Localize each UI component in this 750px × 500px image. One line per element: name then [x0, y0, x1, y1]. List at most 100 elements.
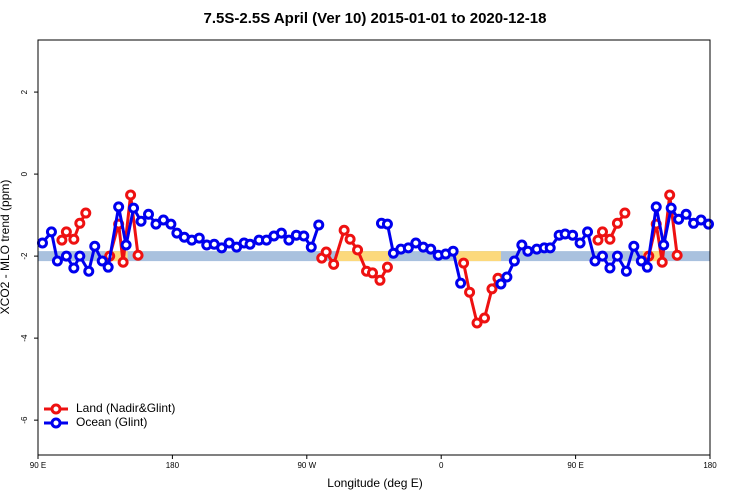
data-point [567, 229, 579, 241]
data-point [619, 207, 631, 219]
x-tick-label: 90 E [30, 461, 46, 470]
data-point [381, 261, 393, 273]
data-point [596, 226, 608, 238]
data-point [96, 255, 108, 267]
legend-label: Ocean (Glint) [76, 415, 147, 429]
data-point [592, 234, 604, 246]
data-point [60, 226, 72, 238]
data-point [486, 283, 498, 295]
data-point [120, 239, 132, 251]
data-point [275, 227, 287, 239]
data-point [374, 274, 386, 286]
legend-label: Land (Nadir&Glint) [76, 401, 175, 415]
data-point [671, 249, 683, 261]
data-point [117, 256, 129, 268]
plot-marks [36, 189, 715, 329]
x-tick-label: 180 [703, 461, 717, 470]
data-point [508, 255, 520, 267]
data-point [352, 244, 364, 256]
data-point [656, 256, 668, 268]
data-point [89, 240, 101, 252]
data-point [132, 249, 144, 261]
data-point [51, 255, 63, 267]
x-axis-label: Longitude (deg E) [327, 476, 422, 490]
x-tick-label: 180 [166, 461, 180, 470]
x-tick-label: 90 W [297, 461, 316, 470]
data-point [402, 242, 414, 254]
data-point [680, 208, 692, 220]
data-point [620, 265, 632, 277]
band-segment [105, 251, 128, 262]
data-point [102, 261, 114, 273]
data-point [495, 278, 507, 290]
data-point [216, 242, 228, 254]
data-point [501, 271, 513, 283]
data-point [60, 250, 72, 262]
data-point [193, 232, 205, 244]
band-segment [336, 251, 389, 262]
data-point [635, 255, 647, 267]
data-point [471, 317, 483, 329]
x-tick-label: 90 E [567, 461, 583, 470]
data-point [328, 258, 340, 270]
data-point [458, 257, 470, 269]
data-point [582, 226, 594, 238]
data-point [74, 217, 86, 229]
x-tick-label: 0 [439, 461, 444, 470]
data-point [135, 215, 147, 227]
data-point [673, 213, 685, 225]
data-point [298, 230, 310, 242]
data-point [83, 265, 95, 277]
y-tick-label: -4 [20, 334, 29, 342]
y-tick-label: 0 [20, 171, 29, 176]
data-point [45, 226, 57, 238]
data-point [464, 286, 476, 298]
data-point [367, 267, 379, 279]
data-point [143, 208, 155, 220]
data-point [703, 218, 715, 230]
data-point [80, 207, 92, 219]
data-point [425, 243, 437, 255]
data-point [56, 234, 68, 246]
data-point [664, 189, 676, 201]
data-point [596, 250, 608, 262]
data-point [68, 233, 80, 245]
data-point [128, 202, 140, 214]
data-point [36, 237, 48, 249]
data-point [125, 189, 137, 201]
data-point [589, 255, 601, 267]
data-point [641, 261, 653, 273]
data-point [68, 262, 80, 274]
data-point [344, 233, 356, 245]
data-point [338, 224, 350, 236]
data-point [479, 312, 491, 324]
legend-marker [50, 417, 62, 429]
data-point [516, 239, 528, 251]
data-point [650, 201, 662, 213]
plot-frame [37, 39, 711, 456]
data-point [665, 202, 677, 214]
legend-marker [50, 403, 62, 415]
data-point [74, 250, 86, 262]
data-point [611, 217, 623, 229]
data-point [604, 262, 616, 274]
data-point [283, 234, 295, 246]
data-point [544, 242, 556, 254]
data-point [305, 241, 317, 253]
data-point [658, 239, 670, 251]
data-point [244, 238, 256, 250]
band-segment [456, 251, 501, 262]
chart-title: 7.5S-2.5S April (Ver 10) 2015-01-01 to 2… [204, 10, 547, 27]
data-point [455, 277, 467, 289]
data-point [522, 245, 534, 257]
data-point [313, 219, 325, 231]
y-tick-label: 2 [20, 89, 29, 94]
data-point [574, 237, 586, 249]
data-point [113, 201, 125, 213]
y-tick-label: -2 [20, 252, 29, 260]
data-point [320, 246, 332, 258]
data-point [628, 240, 640, 252]
data-point [447, 245, 459, 257]
y-tick-label: -6 [20, 416, 29, 424]
